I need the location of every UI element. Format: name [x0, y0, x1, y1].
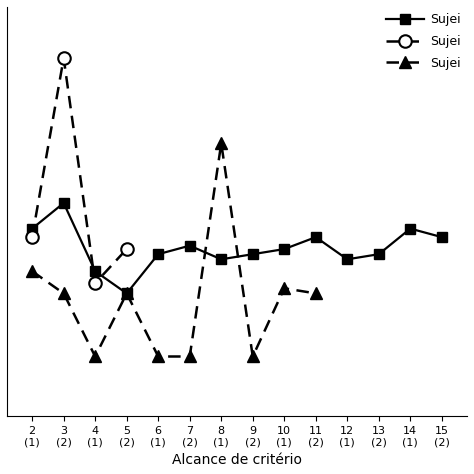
Sujei [219, 140, 224, 146]
Sujei [187, 354, 192, 359]
Sujei [282, 246, 287, 252]
Line: Sujei: Sujei [27, 138, 321, 362]
Sujei [155, 354, 161, 359]
Sujei [439, 234, 445, 240]
Sujei [29, 268, 35, 274]
Sujei [124, 291, 129, 296]
Sujei [282, 285, 287, 291]
Sujei [92, 280, 98, 286]
Line: Sujei: Sujei [26, 52, 133, 290]
Sujei [92, 354, 98, 359]
Sujei [29, 226, 35, 231]
Sujei [29, 234, 35, 240]
Sujei [250, 251, 255, 257]
Sujei [92, 268, 98, 274]
Sujei [408, 226, 413, 231]
Sujei [187, 243, 192, 248]
X-axis label: Alcance de critério: Alcance de critério [172, 453, 302, 467]
Sujei [124, 246, 129, 252]
Sujei [345, 256, 350, 262]
Legend: Sujei, Sujei, Sujei: Sujei, Sujei, Sujei [386, 13, 461, 70]
Line: Sujei: Sujei [27, 199, 447, 298]
Sujei [61, 55, 66, 61]
Sujei [250, 354, 255, 359]
Sujei [376, 251, 382, 257]
Sujei [219, 256, 224, 262]
Sujei [124, 291, 129, 296]
Sujei [155, 251, 161, 257]
Sujei [61, 200, 66, 206]
Sujei [61, 291, 66, 296]
Sujei [313, 291, 319, 296]
Sujei [313, 234, 319, 240]
